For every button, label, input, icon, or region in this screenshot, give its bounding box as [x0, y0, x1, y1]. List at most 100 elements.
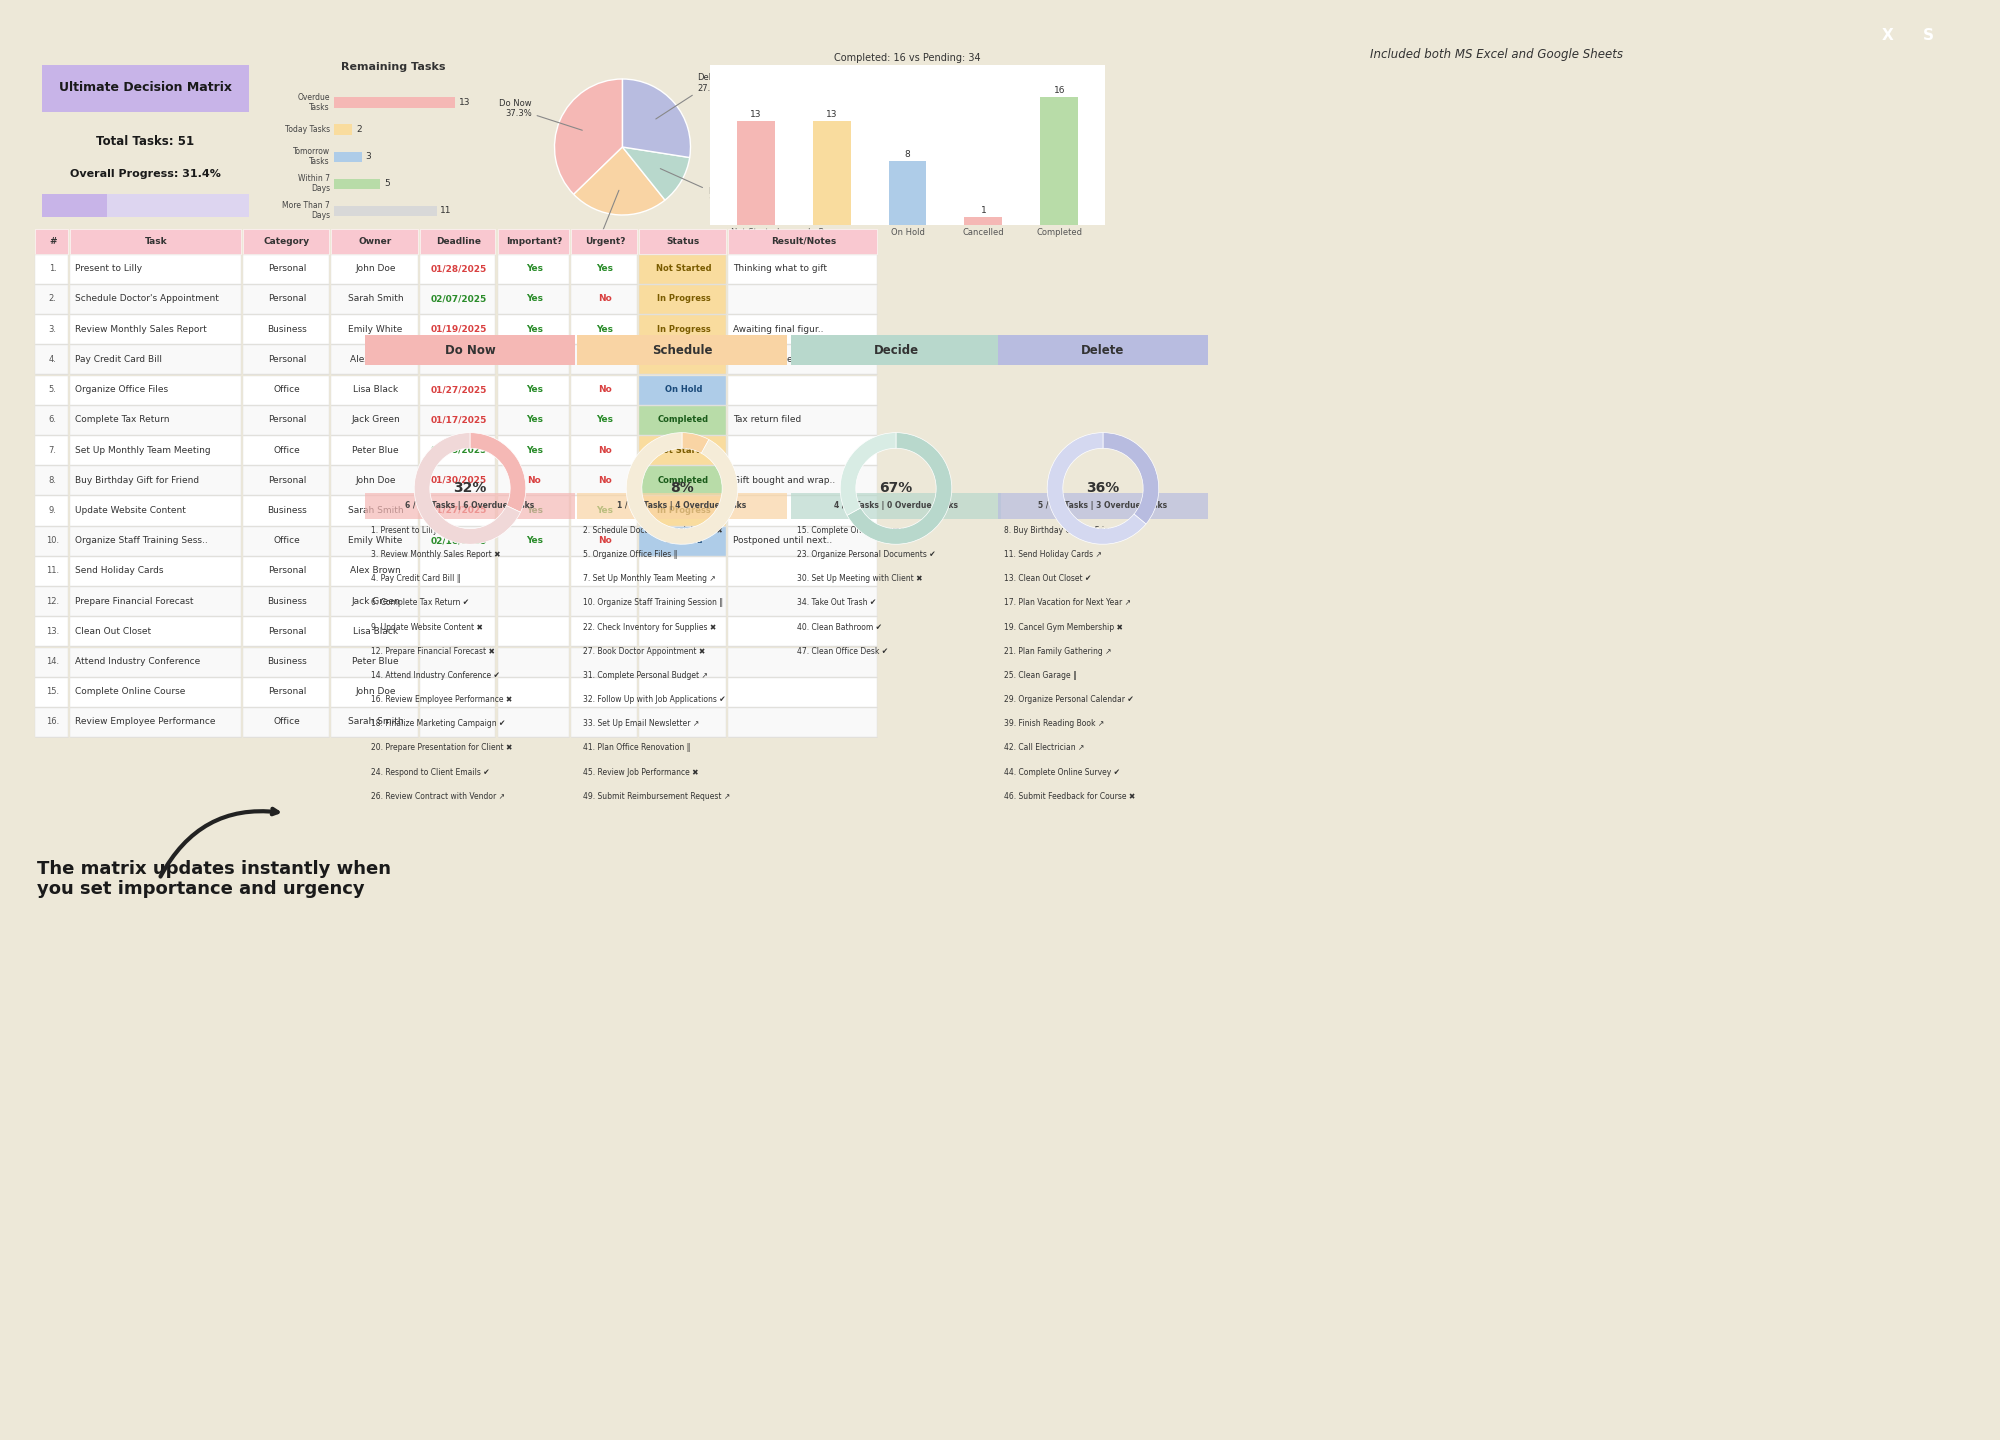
FancyBboxPatch shape [332, 527, 418, 556]
FancyBboxPatch shape [572, 557, 636, 586]
Text: Yes: Yes [526, 324, 542, 334]
Text: Personal: Personal [268, 415, 306, 425]
Text: Prepare Financial Forecast: Prepare Financial Forecast [76, 596, 194, 606]
Text: John Doe: John Doe [356, 475, 396, 485]
FancyBboxPatch shape [498, 346, 568, 374]
Text: Tax return filed: Tax return filed [734, 415, 802, 425]
Text: Organize Office Files: Organize Office Files [76, 384, 168, 395]
Text: 46. Submit Feedback for Course ✖: 46. Submit Feedback for Course ✖ [1004, 792, 1136, 801]
Text: Not Started: Not Started [656, 265, 712, 274]
Text: 14.: 14. [46, 657, 60, 665]
Text: 3: 3 [366, 153, 372, 161]
Text: Attend Industry Conference: Attend Industry Conference [76, 657, 200, 665]
Text: 22. Check Inventory for Supplies ✖: 22. Check Inventory for Supplies ✖ [584, 622, 716, 632]
FancyBboxPatch shape [242, 255, 330, 284]
Wedge shape [470, 432, 526, 513]
Text: 5.: 5. [48, 384, 56, 395]
Text: No: No [528, 475, 542, 485]
Text: Personal: Personal [268, 294, 306, 304]
FancyBboxPatch shape [640, 229, 726, 253]
Text: 39. Finish Reading Book ↗: 39. Finish Reading Book ↗ [1004, 719, 1104, 729]
Text: 20. Prepare Presentation for Client ✖: 20. Prepare Presentation for Client ✖ [372, 743, 512, 753]
FancyBboxPatch shape [70, 648, 240, 677]
Text: Yes: Yes [596, 354, 614, 364]
Text: Sarah Smith: Sarah Smith [348, 717, 404, 726]
FancyBboxPatch shape [420, 678, 496, 707]
FancyBboxPatch shape [70, 708, 240, 737]
Text: Do Now: Do Now [444, 344, 496, 357]
FancyBboxPatch shape [332, 436, 418, 465]
Text: Schedule Doctor's Appointment: Schedule Doctor's Appointment [76, 294, 220, 304]
Text: 6.: 6. [48, 415, 56, 425]
Text: 9.: 9. [48, 505, 56, 516]
Text: On Hold: On Hold [664, 536, 702, 546]
Text: 2.: 2. [48, 294, 56, 304]
Text: 4 / 6 Tasks | 0 Overdue Tasks: 4 / 6 Tasks | 0 Overdue Tasks [834, 501, 958, 510]
Text: Business: Business [268, 596, 306, 606]
FancyBboxPatch shape [242, 229, 330, 253]
Text: 8. Buy Birthday Gift for Friend ↗: 8. Buy Birthday Gift for Friend ↗ [1004, 526, 1128, 534]
FancyBboxPatch shape [332, 678, 418, 707]
FancyBboxPatch shape [332, 346, 418, 374]
Text: Personal: Personal [268, 354, 306, 364]
FancyBboxPatch shape [70, 376, 240, 405]
FancyBboxPatch shape [70, 497, 240, 526]
Text: Yes: Yes [526, 354, 542, 364]
Text: Overall Progress: 31.4%: Overall Progress: 31.4% [70, 170, 220, 179]
Text: Completed: Completed [658, 475, 708, 485]
FancyBboxPatch shape [640, 618, 726, 647]
Text: Urgent?: Urgent? [584, 236, 626, 246]
FancyBboxPatch shape [36, 527, 68, 556]
Text: 01/27/2025: 01/27/2025 [430, 505, 486, 516]
FancyBboxPatch shape [36, 678, 68, 707]
Text: 36%: 36% [1086, 481, 1120, 495]
Text: 6 / 19 Tasks | 6 Overdue Tasks: 6 / 19 Tasks | 6 Overdue Tasks [406, 501, 534, 510]
Text: 16. Review Employee Performance ✖: 16. Review Employee Performance ✖ [372, 696, 512, 704]
FancyBboxPatch shape [42, 65, 248, 111]
Text: 13: 13 [750, 111, 762, 120]
Text: 23. Organize Personal Documents ✔: 23. Organize Personal Documents ✔ [798, 550, 936, 559]
Text: Included both MS Excel and Google Sheets: Included both MS Excel and Google Sheets [1370, 48, 1624, 62]
FancyBboxPatch shape [640, 346, 726, 374]
FancyBboxPatch shape [728, 708, 876, 737]
Text: 49. Submit Reimbursement Request ↗: 49. Submit Reimbursement Request ↗ [584, 792, 730, 801]
Text: John Doe: John Doe [356, 265, 396, 274]
Wedge shape [848, 432, 952, 544]
Text: Postponed until next..: Postponed until next.. [734, 536, 832, 546]
Text: Remaining Tasks: Remaining Tasks [340, 62, 446, 72]
FancyBboxPatch shape [640, 406, 726, 435]
FancyBboxPatch shape [572, 588, 636, 616]
FancyBboxPatch shape [498, 618, 568, 647]
Text: Yes: Yes [596, 505, 614, 516]
FancyBboxPatch shape [420, 497, 496, 526]
Text: 02/16/2025: 02/16/2025 [430, 536, 486, 546]
Text: On Hold: On Hold [664, 384, 702, 395]
Text: Personal: Personal [268, 475, 306, 485]
FancyBboxPatch shape [36, 376, 68, 405]
FancyBboxPatch shape [242, 467, 330, 495]
FancyBboxPatch shape [332, 285, 418, 314]
FancyBboxPatch shape [242, 376, 330, 405]
FancyBboxPatch shape [36, 557, 68, 586]
Text: 8%: 8% [670, 481, 694, 495]
Text: Total Tasks: 51: Total Tasks: 51 [96, 135, 194, 148]
Text: 1.: 1. [48, 265, 56, 274]
Text: Status: Status [666, 236, 700, 246]
Text: In Progress: In Progress [656, 294, 710, 304]
Text: Yes: Yes [526, 294, 542, 304]
FancyBboxPatch shape [498, 406, 568, 435]
Bar [334, 151, 362, 161]
Title: Completed: 16 vs Pending: 34: Completed: 16 vs Pending: 34 [834, 53, 980, 63]
Text: 2. Schedule Doctor's Appointment ✖: 2. Schedule Doctor's Appointment ✖ [584, 526, 722, 534]
FancyBboxPatch shape [242, 436, 330, 465]
Text: Emily White: Emily White [348, 324, 402, 334]
Text: 42. Call Electrician ↗: 42. Call Electrician ↗ [1004, 743, 1084, 753]
Text: 10.: 10. [46, 536, 60, 546]
FancyBboxPatch shape [572, 255, 636, 284]
FancyBboxPatch shape [640, 285, 726, 314]
FancyBboxPatch shape [420, 648, 496, 677]
FancyBboxPatch shape [640, 255, 726, 284]
Text: Yes: Yes [526, 265, 542, 274]
Text: Delete
27.5%: Delete 27.5% [656, 73, 726, 120]
FancyBboxPatch shape [70, 285, 240, 314]
